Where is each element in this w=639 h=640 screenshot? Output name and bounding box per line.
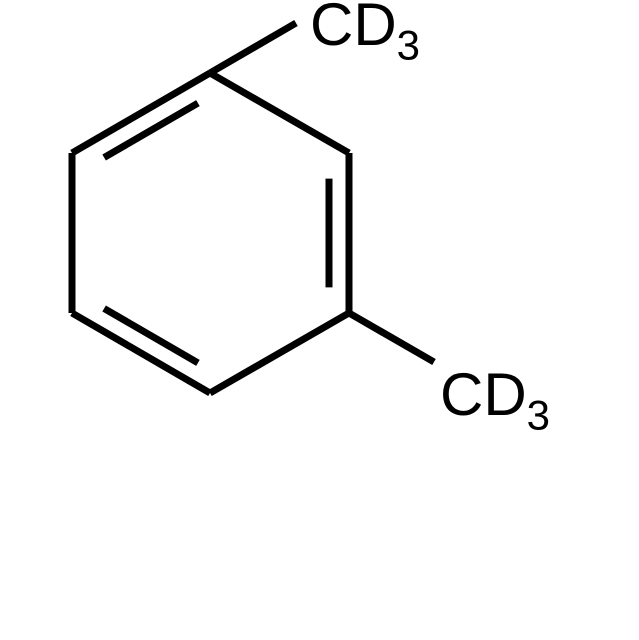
substituent-label: CD3: [440, 361, 550, 439]
molecule-diagram: CD3 CD3: [0, 0, 639, 640]
substituent-label: CD3: [310, 0, 420, 69]
bonds-layer: [72, 23, 434, 393]
